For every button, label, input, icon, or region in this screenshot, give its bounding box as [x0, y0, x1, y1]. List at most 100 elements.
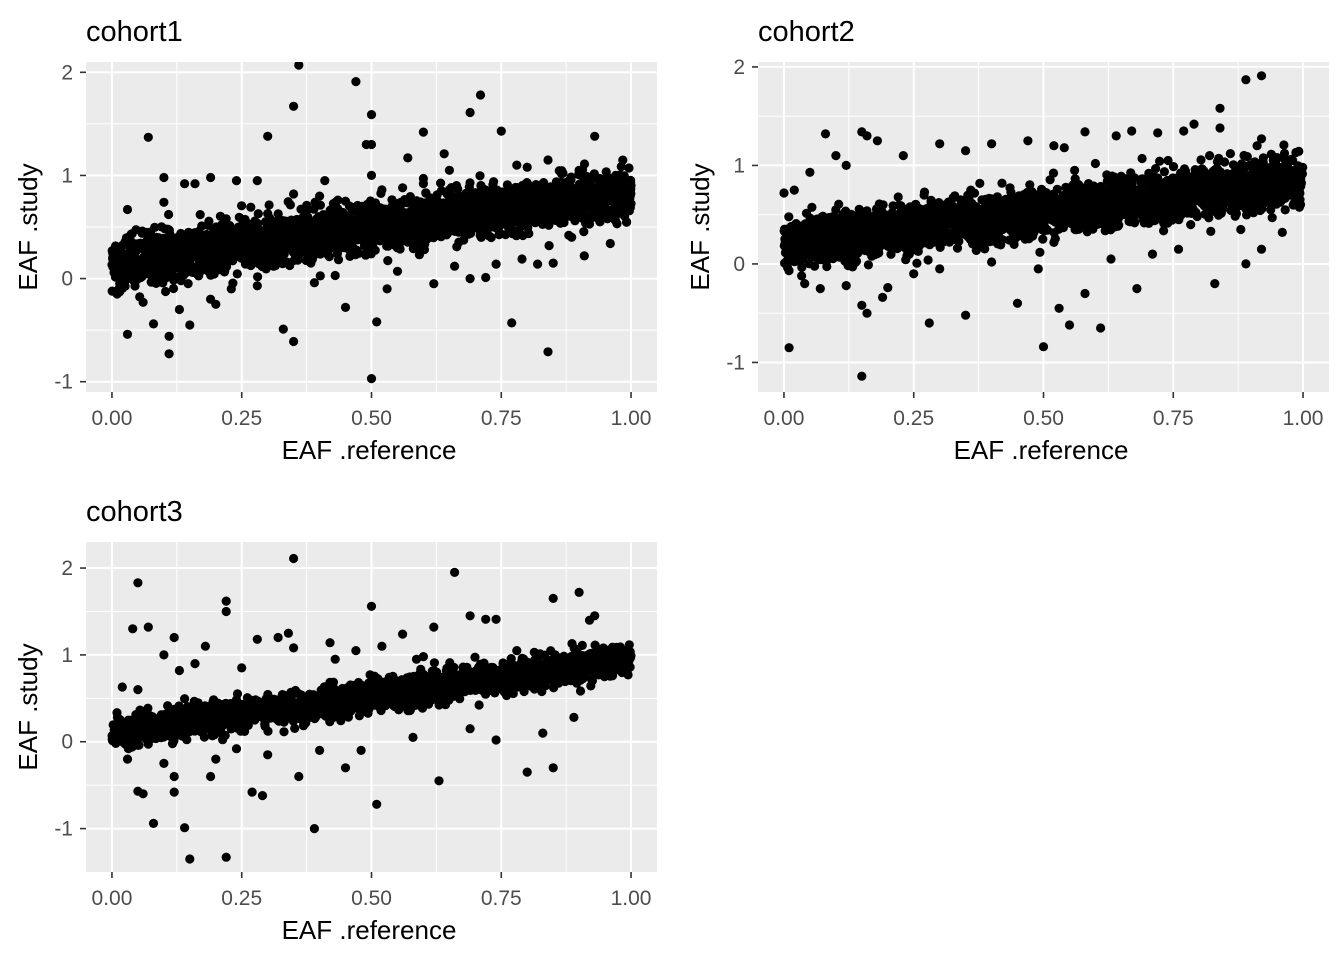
data-point: [523, 223, 533, 233]
data-point: [153, 243, 163, 253]
outlier-point: [418, 127, 428, 137]
cohort1-panel: cohort1 EAF .reference EAF .study 0.00 0.…: [13, 16, 657, 465]
data-point: [440, 198, 450, 208]
data-point: [177, 231, 187, 241]
data-point: [494, 208, 505, 218]
data-point: [1024, 232, 1035, 242]
data-point: [476, 222, 486, 232]
data-point: [980, 244, 990, 254]
scatter-points: [107, 62, 636, 384]
data-point: [119, 240, 130, 250]
outlier-point: [398, 183, 408, 193]
data-point: [237, 201, 247, 211]
data-point: [145, 227, 156, 237]
data-point: [278, 241, 288, 251]
data-point: [428, 212, 438, 222]
data-point: [1155, 156, 1165, 166]
outlier-point: [252, 176, 262, 186]
outlier-point: [543, 347, 553, 357]
outlier-point: [190, 179, 200, 189]
outlier-point: [164, 331, 174, 341]
outlier-point: [294, 62, 304, 70]
data-point: [164, 209, 174, 220]
data-point: [935, 242, 945, 252]
data-point: [414, 219, 425, 229]
outlier-point: [289, 101, 299, 111]
outlier-point: [517, 254, 527, 264]
data-point: [370, 245, 380, 255]
data-point: [475, 171, 485, 181]
data-point: [156, 222, 167, 232]
data-point: [345, 246, 355, 256]
data-point: [193, 247, 203, 257]
data-point: [317, 233, 327, 243]
outlier-point: [330, 270, 340, 281]
data-point: [544, 241, 554, 251]
data-point: [502, 201, 513, 211]
data-point: [624, 196, 634, 206]
outlier-point: [491, 259, 501, 269]
data-point: [512, 209, 523, 219]
data-point: [342, 223, 352, 233]
data-point: [465, 178, 475, 188]
data-point: [333, 195, 343, 205]
outlier-point: [590, 131, 600, 141]
data-point: [538, 187, 548, 197]
data-point: [148, 253, 158, 263]
data-point: [1279, 154, 1289, 164]
data-point: [912, 258, 922, 268]
outlier-point: [418, 173, 428, 184]
data-point: [461, 188, 471, 198]
outlier-point: [309, 278, 319, 288]
data-point: [183, 279, 193, 289]
data-point: [1041, 187, 1051, 198]
data-point: [184, 261, 194, 271]
data-point: [810, 261, 820, 271]
data-point: [451, 198, 462, 208]
data-point: [1144, 168, 1154, 178]
outlier-point: [263, 131, 273, 141]
outlier-point: [351, 77, 361, 87]
data-point: [218, 252, 228, 262]
outlier-point: [548, 258, 558, 268]
data-point: [407, 223, 417, 233]
data-point: [121, 252, 131, 262]
data-point: [194, 234, 204, 244]
data-point: [428, 233, 439, 243]
cohort1-x-axis-title: EAF .reference: [282, 435, 457, 465]
data-point: [309, 221, 320, 231]
data-point: [533, 211, 543, 222]
data-point: [842, 252, 852, 262]
data-point: [355, 231, 365, 241]
data-point: [273, 209, 283, 219]
data-point: [436, 178, 446, 188]
data-point: [579, 227, 589, 237]
data-point: [436, 232, 446, 242]
data-point: [582, 194, 592, 204]
data-point: [294, 218, 304, 228]
data-point: [1168, 162, 1179, 172]
outlier-point: [522, 162, 532, 172]
outlier-point: [481, 272, 491, 283]
cohort1-title: cohort1: [86, 16, 183, 48]
data-point: [225, 253, 235, 263]
data-point: [603, 180, 613, 190]
data-point: [1151, 164, 1161, 174]
data-point: [249, 243, 259, 253]
data-point: [1190, 165, 1200, 175]
outlier-point: [159, 172, 169, 183]
outlier-point: [533, 259, 543, 269]
data-point: [272, 235, 282, 245]
data-point: [164, 252, 174, 262]
data-point: [992, 192, 1003, 202]
data-point: [852, 248, 863, 258]
data-point: [408, 244, 418, 254]
data-point: [253, 209, 263, 219]
data-point: [1217, 205, 1227, 215]
data-point: [574, 199, 584, 209]
data-point: [486, 232, 496, 243]
data-point: [413, 211, 423, 222]
data-point: [302, 200, 312, 210]
data-point: [576, 178, 587, 188]
outlier-point: [174, 304, 184, 315]
